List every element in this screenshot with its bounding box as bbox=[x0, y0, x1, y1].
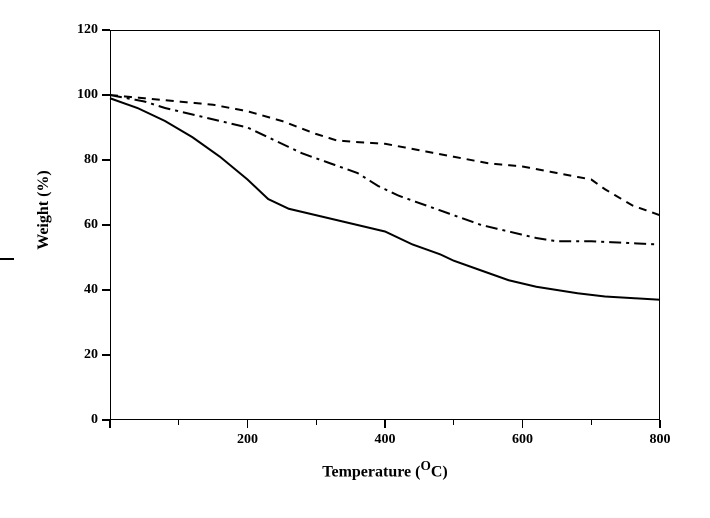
x-minor-tick bbox=[178, 420, 179, 425]
x-tick-label: 600 bbox=[512, 432, 533, 448]
x-tick-label: 800 bbox=[650, 432, 671, 448]
lines-layer bbox=[0, 0, 710, 518]
series-solid bbox=[110, 98, 660, 300]
tga-chart: Temperature (OC) Weight (%) 200400600800… bbox=[0, 0, 710, 518]
y-tick-label: 80 bbox=[58, 152, 98, 168]
y-tick bbox=[102, 29, 110, 31]
y-tick-label: 120 bbox=[58, 22, 98, 38]
x-axis-label-text: Temperature (OC) bbox=[0, 458, 710, 481]
y-tick bbox=[102, 419, 110, 421]
y-tick-label: 40 bbox=[58, 282, 98, 298]
x-minor-tick bbox=[453, 420, 454, 425]
x-tick bbox=[522, 420, 524, 428]
x-tick bbox=[659, 420, 661, 428]
series-dashed bbox=[110, 95, 660, 215]
y-tick bbox=[102, 289, 110, 291]
x-tick-label: 200 bbox=[237, 432, 258, 448]
x-tick bbox=[247, 420, 249, 428]
y-tick bbox=[102, 354, 110, 356]
y-tick bbox=[102, 94, 110, 96]
x-tick bbox=[109, 420, 111, 428]
y-tick bbox=[102, 159, 110, 161]
y-axis-label: Weight (%) bbox=[35, 150, 53, 270]
x-minor-tick bbox=[316, 420, 317, 425]
y-tick-label: 60 bbox=[58, 217, 98, 233]
x-axis-label: Temperature (OC) bbox=[0, 458, 710, 481]
y-tick-label: 100 bbox=[58, 87, 98, 103]
y-tick-label: 20 bbox=[58, 347, 98, 363]
x-minor-tick bbox=[591, 420, 592, 425]
y-tick-label: 0 bbox=[58, 412, 98, 428]
x-tick-label: 400 bbox=[375, 432, 396, 448]
series-dashdot bbox=[110, 95, 660, 245]
x-tick bbox=[384, 420, 386, 428]
y-tick bbox=[102, 224, 110, 226]
